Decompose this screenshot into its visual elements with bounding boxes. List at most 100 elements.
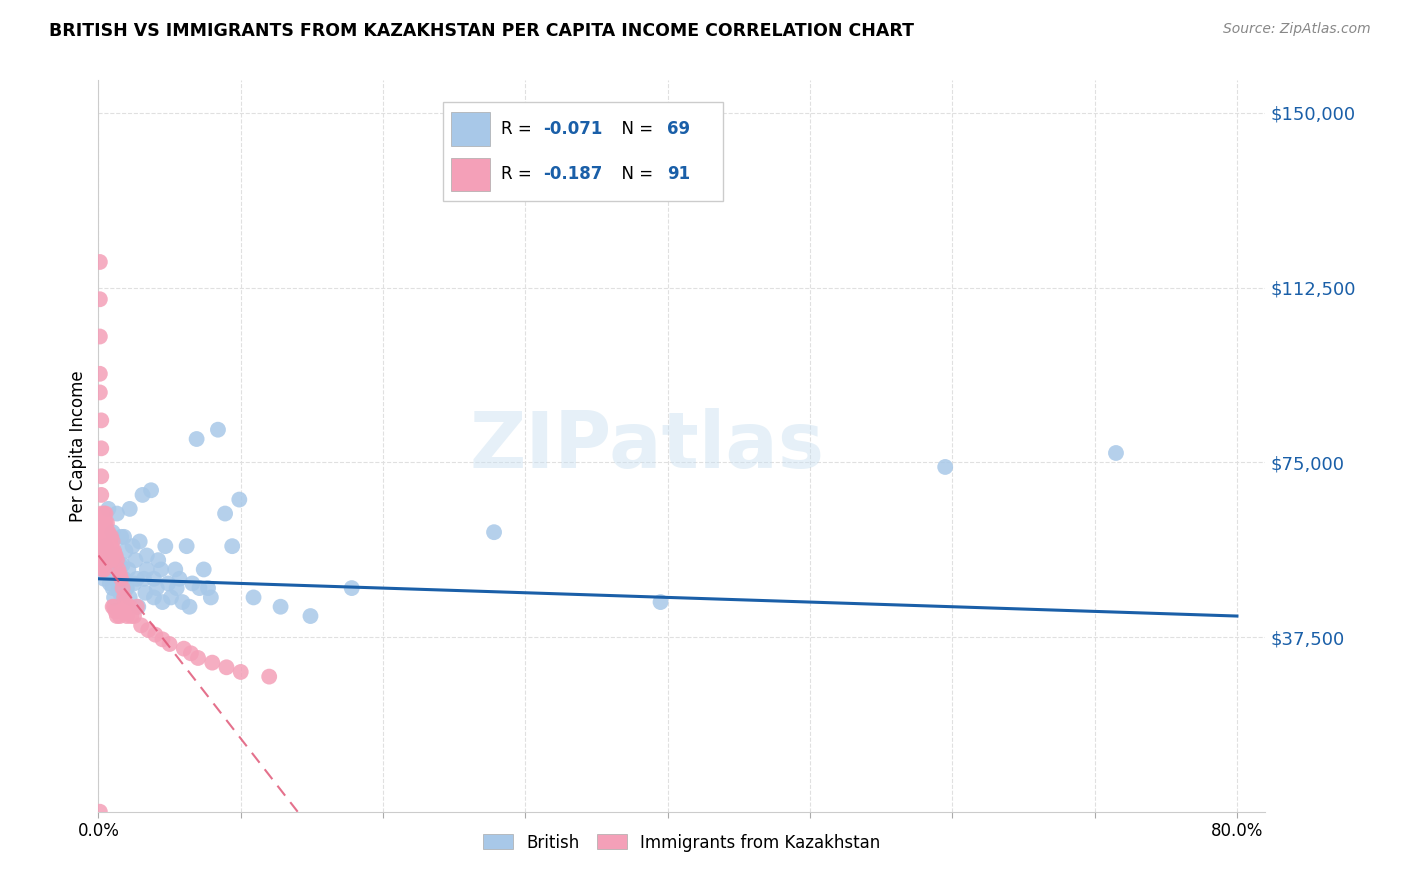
Point [101, 599, 124, 614]
Point [97, 544, 120, 558]
Point [93, 534, 115, 549]
Point [121, 539, 143, 553]
Point [93, 530, 115, 544]
Point [228, 492, 250, 507]
Point [101, 544, 124, 558]
Point [257, 670, 280, 684]
Point [215, 660, 238, 674]
Point [105, 609, 128, 624]
Point [97, 502, 120, 516]
Point [89, 255, 111, 269]
Point [934, 460, 956, 475]
Point [94, 516, 117, 530]
Point [207, 423, 229, 437]
Point [90, 488, 112, 502]
Point [98, 534, 121, 549]
Point [181, 576, 204, 591]
Point [165, 562, 187, 576]
Point [108, 567, 131, 582]
Point [91, 549, 114, 563]
Point [96, 516, 118, 530]
Point [93, 549, 115, 563]
Point [111, 581, 134, 595]
Point [91, 530, 114, 544]
Point [107, 562, 129, 576]
Point [122, 576, 145, 591]
Point [127, 599, 149, 614]
Point [100, 549, 122, 563]
Point [93, 516, 115, 530]
Point [91, 553, 114, 567]
Point [94, 525, 117, 540]
Legend: British, Immigrants from Kazakhstan: British, Immigrants from Kazakhstan [477, 827, 887, 858]
Point [117, 562, 139, 576]
Point [200, 591, 222, 605]
Point [105, 553, 128, 567]
Point [143, 628, 166, 642]
Point [104, 549, 127, 563]
Point [135, 562, 157, 576]
Point [142, 572, 165, 586]
Point [152, 595, 174, 609]
Point [150, 562, 173, 576]
Point [180, 646, 202, 660]
Point [93, 562, 115, 576]
Point [221, 539, 243, 553]
Point [91, 558, 114, 572]
Point [155, 539, 177, 553]
Point [157, 576, 180, 591]
Point [131, 488, 153, 502]
Point [120, 609, 142, 624]
Point [160, 591, 183, 605]
Point [96, 525, 118, 540]
Point [482, 525, 505, 540]
Point [89, 385, 111, 400]
Point [101, 534, 124, 549]
Point [100, 530, 122, 544]
Point [193, 562, 215, 576]
Point [96, 530, 118, 544]
Point [94, 539, 117, 553]
Point [115, 581, 138, 595]
Point [94, 544, 117, 558]
Point [111, 558, 134, 572]
Point [90, 469, 112, 483]
Point [94, 539, 117, 553]
Point [91, 544, 114, 558]
Point [104, 549, 127, 563]
Point [101, 581, 124, 595]
Point [90, 516, 112, 530]
Point [340, 581, 363, 595]
Point [94, 507, 117, 521]
Point [89, 329, 111, 343]
Point [186, 432, 208, 446]
Point [93, 539, 115, 553]
Point [115, 609, 138, 624]
Point [93, 544, 115, 558]
Point [270, 599, 292, 614]
Point [229, 665, 252, 679]
Point [93, 572, 115, 586]
Point [125, 599, 148, 614]
Point [197, 581, 219, 595]
Point [93, 525, 115, 540]
Point [242, 591, 264, 605]
Point [124, 553, 146, 567]
Point [179, 599, 201, 614]
Point [1105, 446, 1128, 460]
Point [115, 599, 138, 614]
Point [103, 599, 125, 614]
Point [176, 539, 198, 553]
Point [188, 581, 211, 595]
Point [100, 553, 122, 567]
Point [114, 595, 136, 609]
Point [90, 507, 112, 521]
Point [166, 581, 188, 595]
Point [125, 572, 148, 586]
Text: Source: ZipAtlas.com: Source: ZipAtlas.com [1223, 22, 1371, 37]
Point [90, 525, 112, 540]
Point [90, 442, 112, 456]
Point [89, 805, 111, 819]
Point [101, 525, 124, 540]
Point [135, 549, 157, 563]
